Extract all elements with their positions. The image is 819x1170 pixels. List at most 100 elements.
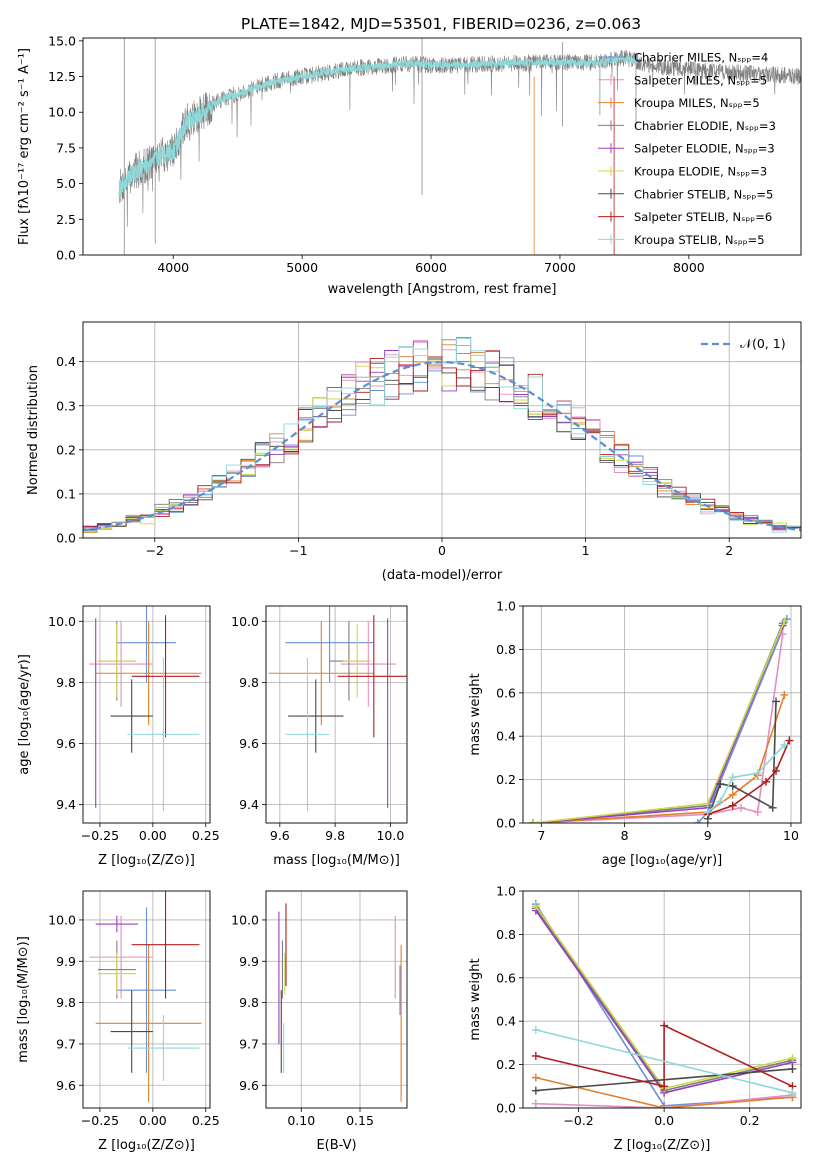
gridlines <box>523 890 801 1109</box>
y-tick-label: 9.6 <box>239 1078 259 1093</box>
x-tick-label: 9.6 <box>270 828 290 843</box>
series-marker-salpeter-stelib <box>660 1082 669 1091</box>
point-salpeter-stelib <box>337 615 407 738</box>
series-marker-salpeter-miles <box>737 803 746 812</box>
point-kroupa-stelib <box>285 657 330 811</box>
panel-age_vs_Z: −0.25 0.00 0.25 9.4 9.6 9.8 10.0 Z [log₁₀(Z/Z⊙)… <box>17 605 220 868</box>
legend-label-chabrier-miles: Chabrier MILES, Nₛₚₚ=4 <box>634 51 768 65</box>
point-kroupa-elodie <box>97 624 136 698</box>
series-marker-kroupa-stelib <box>780 740 789 749</box>
series-line-kroupa-stelib <box>535 1029 793 1094</box>
gridlines <box>523 605 801 824</box>
x-tick-label: −0.25 <box>81 1113 119 1128</box>
y-tick-label: 0.4 <box>496 1014 516 1029</box>
y-tick-label: 12.5 <box>48 69 76 84</box>
x-tick-label: 10.0 <box>376 828 404 843</box>
gridlines <box>266 891 407 1108</box>
panel-residuals: −2 −1 0 1 2 0.0 0.1 0.2 0.3 0.4 (data-model)/error… <box>26 321 802 583</box>
axes-frame <box>82 37 802 256</box>
y-tick-label: 10.0 <box>48 912 76 927</box>
point-salpeter-miles <box>89 915 153 999</box>
series-marker-salpeter-stelib <box>728 801 737 810</box>
histogram-kroupa-elodie <box>83 347 801 533</box>
x-tick-label: 0.25 <box>192 1113 220 1128</box>
x-tick-label: 6000 <box>415 260 447 275</box>
point-chabrier-miles <box>285 606 374 683</box>
point-kroupa-miles <box>95 621 202 726</box>
y-axis-label: Flux [fλ10⁻¹⁷ erg cm⁻² s⁻¹ A⁻¹] <box>17 48 32 245</box>
series-marker-chabrier-stelib <box>772 697 781 706</box>
point-kroupa-elodie <box>97 953 136 995</box>
plot-area <box>278 903 402 1102</box>
series-marker-kroupa-stelib <box>703 808 712 817</box>
x-tick-label: 0.2 <box>740 1113 760 1128</box>
y-tick-label: 0.3 <box>56 398 76 413</box>
y-tick-label: 15.0 <box>48 33 76 48</box>
series-marker-kroupa-stelib <box>716 797 725 806</box>
x-tick-label: 7 <box>537 828 545 843</box>
x-tick-label: 2 <box>725 543 733 558</box>
y-tick-label: 9.6 <box>239 736 259 751</box>
panel-age_vs_mass: 9.6 9.8 10.0 9.4 9.6 9.8 10.0 mass [log₁₀(M/M⊙)… <box>231 605 408 868</box>
plot-area <box>83 336 801 534</box>
series-marker-chabrier-miles <box>693 819 702 823</box>
x-tick-label: −0.25 <box>81 828 119 843</box>
y-tick-label: 9.7 <box>239 1036 259 1051</box>
legend-label-normal: 𝒩(0, 1) <box>740 336 786 351</box>
y-tick-label: 9.6 <box>56 736 76 751</box>
axes-frame <box>265 605 408 824</box>
y-tick-label: 0.2 <box>496 1057 516 1072</box>
x-axis-label: E(B-V) <box>316 1138 356 1153</box>
x-tick-label: 10 <box>783 828 799 843</box>
x-tick-label: −0.2 <box>563 1113 593 1128</box>
x-axis-label: (data-model)/error <box>382 568 503 583</box>
series-marker-salpeter-stelib <box>660 1021 669 1030</box>
point-chabrier-stelib <box>110 679 153 753</box>
y-tick-label: 0.6 <box>496 970 516 985</box>
axes-frame <box>82 890 211 1109</box>
point-salpeter-stelib <box>131 615 200 738</box>
series-marker-salpeter-stelib <box>762 777 771 786</box>
point-salpeter-miles <box>89 621 153 707</box>
x-tick-label: 4000 <box>157 260 189 275</box>
y-tick-label: 9.9 <box>56 954 76 969</box>
plot-area <box>89 891 202 1102</box>
panel-weight_vs_age: 7 8 9 10 0.0 0.2 0.4 0.6 0.8 1.0 age [log₁₀(age/yr… <box>468 599 802 868</box>
axes: 0.10 0.15 9.6 9.7 9.8 9.9 10.0 E(B-V) <box>231 890 408 1153</box>
series-line-salpeter-miles <box>532 634 784 823</box>
legend: 𝒩(0, 1) <box>701 336 786 351</box>
legend-label-kroupa-stelib: Kroupa STELIB, Nₛₚₚ=5 <box>634 233 765 247</box>
series-marker-chabrier-stelib <box>728 782 737 791</box>
y-tick-label: 9.8 <box>56 995 76 1010</box>
y-tick-label: 0.8 <box>496 642 516 657</box>
x-tick-label: −1 <box>289 543 307 558</box>
series-marker-chabrier-stelib <box>531 1086 540 1095</box>
y-tick-label: 9.8 <box>239 675 259 690</box>
point-chabrier-stelib <box>288 679 344 753</box>
point-salpeter-stelib <box>131 891 200 999</box>
series-line-kroupa-elodie <box>532 620 786 823</box>
histogram-chabrier-elodie <box>83 339 801 531</box>
axes: 7 8 9 10 0.0 0.2 0.4 0.6 0.8 1.0 age [log₁₀(age/yr… <box>468 599 802 868</box>
y-tick-label: 0.8 <box>496 927 516 942</box>
legend-label-chabrier-elodie: Chabrier ELODIE, Nₛₚₚ=3 <box>634 119 776 133</box>
y-tick-label: 0.0 <box>496 816 516 831</box>
series-marker-kroupa-elodie <box>531 902 540 911</box>
x-tick-label: 0.0 <box>654 1113 674 1128</box>
y-tick-label: 1.0 <box>496 599 516 614</box>
figure-title: PLATE=1842, MJD=53501, FIBERID=0236, z=0… <box>241 15 641 33</box>
point-kroupa-stelib <box>127 1015 200 1082</box>
series-marker-kroupa-miles <box>780 690 789 699</box>
axes: −2 −1 0 1 2 0.0 0.1 0.2 0.3 0.4 (data-model)/error… <box>26 321 802 583</box>
y-tick-label: 0.0 <box>496 1101 516 1116</box>
axes: −0.25 0.00 0.25 9.4 9.6 9.8 10.0 Z [log₁₀(Z/Z⊙)… <box>17 605 220 868</box>
point-chabrier-miles <box>116 606 177 683</box>
series-marker-salpeter-miles <box>778 630 787 639</box>
x-tick-label: 1 <box>582 543 590 558</box>
series-marker-kroupa-elodie <box>703 799 712 808</box>
axes-frame <box>522 605 802 824</box>
y-tick-label: 9.7 <box>56 1036 76 1051</box>
series-marker-kroupa-elodie <box>780 617 789 626</box>
legend-label-kroupa-elodie: Kroupa ELODIE, Nₛₚₚ=3 <box>634 165 767 179</box>
